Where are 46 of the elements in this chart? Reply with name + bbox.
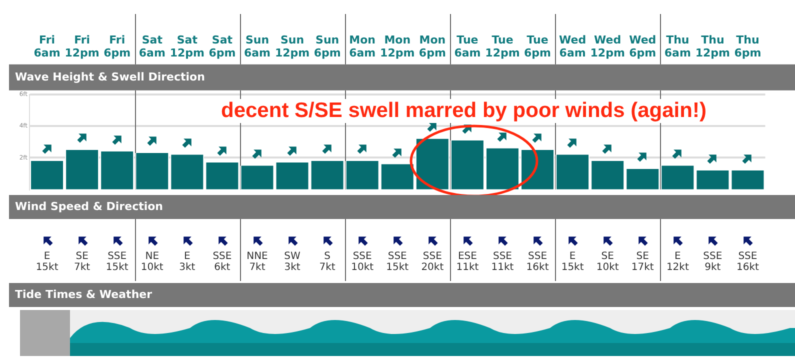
chart-title: Wave Height & Swell Direction [15, 70, 205, 84]
text: SSE 15kt [104, 251, 130, 273]
x-tick-label: Tue 6am [454, 33, 481, 60]
text: NNE 7kt [246, 251, 269, 273]
text: SSE 11kt [490, 251, 515, 273]
x-tick-label: Fri 6pm [104, 33, 131, 60]
text: SSE 15kt [385, 251, 410, 273]
text: SSE 9kt [702, 251, 724, 273]
x-tick-label: Wed 6pm [629, 33, 656, 60]
x-tick-label: Tue 12pm [485, 33, 520, 60]
x-tick-label: Mon 12pm [380, 33, 415, 60]
text: NE 10kt [140, 251, 164, 273]
text: SE 10kt [595, 251, 620, 273]
text: SE 17kt [630, 251, 655, 273]
text: E 15kt [560, 251, 585, 273]
text: SSE 6kt [212, 251, 233, 273]
x-tick-label: Wed 6am [559, 33, 586, 60]
text: SSE 16kt [525, 251, 550, 273]
x-tick-label: Sat 6pm [208, 33, 236, 60]
x-tick-label: Tue 6pm [524, 33, 552, 60]
text: SSE 16kt [736, 251, 760, 273]
text: SW 3kt [283, 251, 302, 273]
text: Wind Speed & Direction [9, 195, 795, 219]
x-tick-label: Sun 6am [244, 33, 271, 60]
text: E 3kt [178, 251, 196, 273]
x-tick-label: Sat 6am [138, 33, 166, 60]
x-tick-label: Wed 12pm [590, 33, 625, 60]
text: ESE 11kt [455, 251, 480, 273]
annotation: decent S/SE swell marred by poor winds (again!) [218, 99, 710, 124]
x-tick-label: Fri 12pm [64, 33, 100, 60]
x-tick-label: Sun 12pm [274, 33, 310, 60]
text: Tide Times & Weather [9, 283, 795, 307]
x-tick-label: Thu 6pm [734, 33, 762, 60]
x-tick-label: Mon 6pm [418, 33, 446, 60]
x-tick-label: Fri 6am [34, 33, 60, 60]
text: E 15kt [34, 251, 60, 273]
text: SE 7kt [73, 251, 92, 273]
text: E 12kt [665, 251, 690, 273]
x-tick-label: Thu 12pm [695, 33, 730, 60]
text: S 7kt [318, 251, 336, 273]
x-tick-label: Sat 12pm [170, 33, 205, 60]
x-tick-label: Thu 6am [664, 33, 691, 60]
text: SSE 20kt [420, 251, 445, 273]
x-tick-label: Sun 6pm [314, 33, 341, 60]
text: SSE 10kt [350, 251, 375, 273]
x-tick-label: Mon 6am [349, 33, 376, 60]
